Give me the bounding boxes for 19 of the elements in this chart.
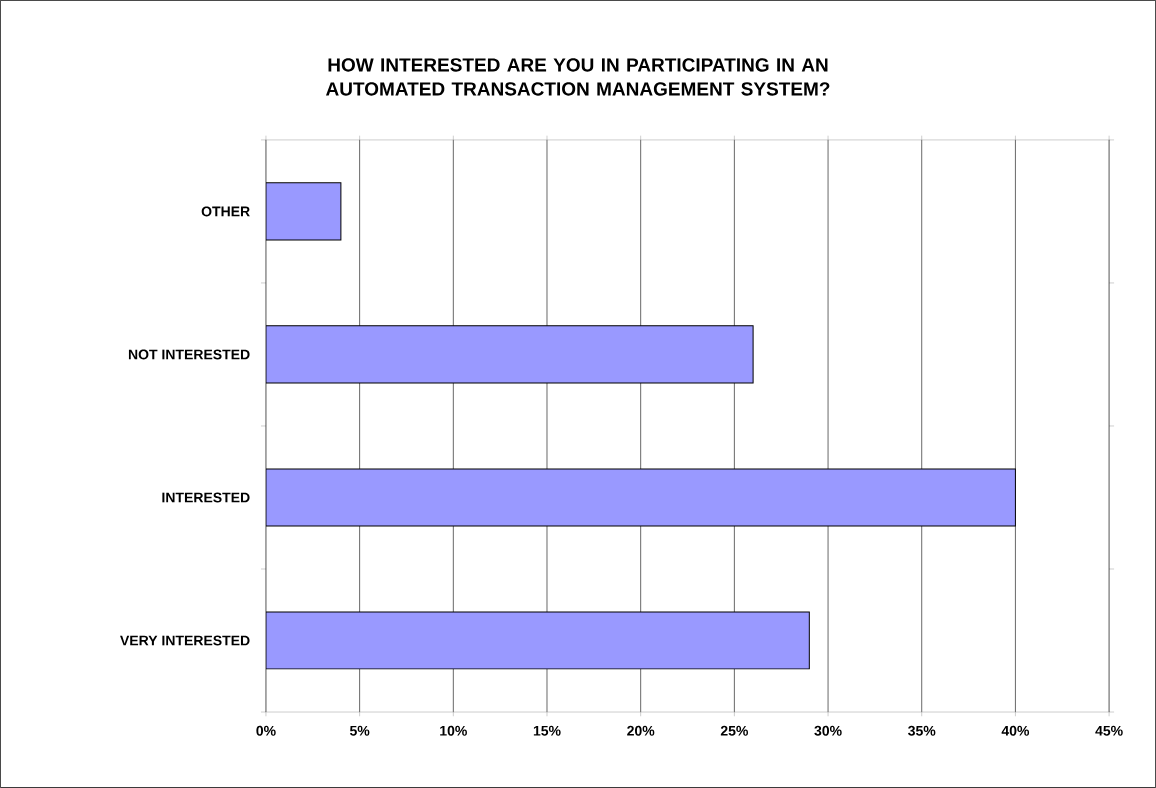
x-tick-label: 10% xyxy=(440,725,467,736)
y-tick-label: INTERESTED xyxy=(162,492,250,503)
y-tick-label: VERY INTERESTED xyxy=(120,635,250,646)
x-tick-label: 15% xyxy=(533,725,561,736)
x-tick-label: 35% xyxy=(908,725,936,736)
chart-title: HOW INTERESTED ARE YOU IN PARTICIPATING IN AN AUTOMATED TRANSACTION MANAGEMENT SYSTEM? xyxy=(325,58,830,96)
x-tick-label: 20% xyxy=(627,725,655,736)
x-tick-label: 5% xyxy=(349,725,370,736)
x-tick-label: 45% xyxy=(1095,725,1123,736)
x-tick-label: 0% xyxy=(256,725,276,736)
bar xyxy=(265,611,810,670)
bar xyxy=(265,182,342,241)
bar xyxy=(265,468,1016,527)
x-tick-label: 25% xyxy=(720,725,748,736)
x-tick-label: 40% xyxy=(1001,725,1030,736)
x-tick-label: 30% xyxy=(814,725,842,736)
y-tick-label: OTHER xyxy=(201,206,250,217)
bar xyxy=(265,325,754,384)
y-tick-label: NOT INTERESTED xyxy=(128,349,250,360)
